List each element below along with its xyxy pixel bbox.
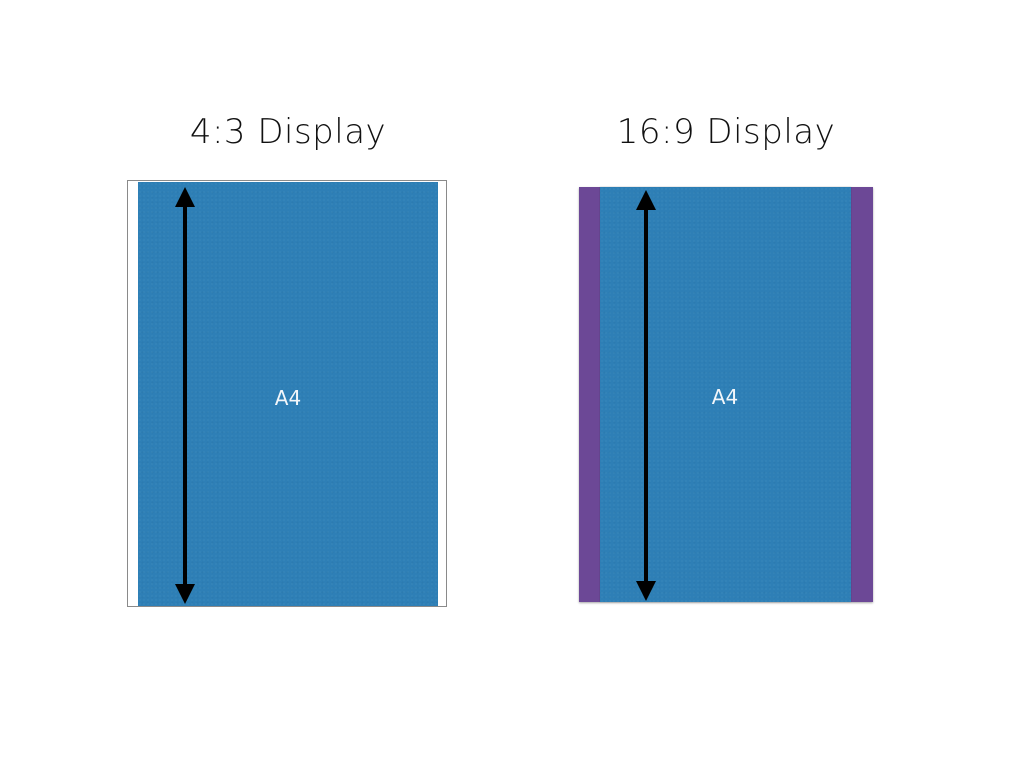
a4-label-16-9: A4 <box>711 385 739 409</box>
height-arrow-4-3-icon <box>175 187 195 604</box>
height-arrow-16-9-icon <box>636 190 656 601</box>
letterbox-bar-left <box>579 187 600 602</box>
a4-label-4-3: A4 <box>274 386 302 410</box>
a4-page-16-9 <box>600 187 851 602</box>
letterbox-bar-right <box>851 187 873 602</box>
display-16-9-title: 16:9 Display <box>616 112 836 152</box>
a4-page-4-3 <box>138 182 438 606</box>
display-4-3-title: 4:3 Display <box>189 112 387 152</box>
